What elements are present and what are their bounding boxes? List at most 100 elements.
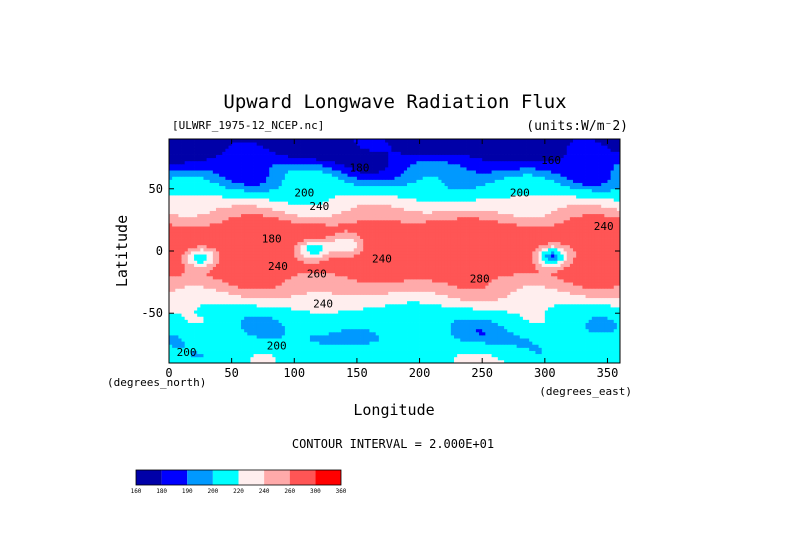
heatmap-cell bbox=[253, 331, 258, 336]
heatmap-cell bbox=[413, 275, 417, 280]
heatmap-cell bbox=[419, 303, 424, 308]
heatmap-cell bbox=[419, 266, 424, 271]
heatmap-cell bbox=[616, 294, 620, 299]
heatmap-cell bbox=[197, 328, 201, 333]
heatmap-cell bbox=[369, 313, 373, 317]
heatmap-cell bbox=[300, 310, 305, 314]
heatmap-cell bbox=[316, 279, 320, 283]
heatmap-cell bbox=[510, 322, 514, 327]
heatmap-cell bbox=[244, 319, 248, 323]
heatmap-cell bbox=[294, 335, 298, 339]
heatmap-cell bbox=[591, 266, 596, 271]
heatmap-cell bbox=[576, 353, 580, 358]
heatmap-cell bbox=[247, 322, 251, 327]
heatmap-cell bbox=[375, 325, 380, 330]
heatmap-cell bbox=[369, 328, 373, 333]
heatmap-cell bbox=[228, 356, 233, 361]
heatmap-cell bbox=[497, 257, 502, 261]
heatmap-cell bbox=[563, 263, 568, 267]
heatmap-cell bbox=[447, 291, 452, 295]
heatmap-cell bbox=[344, 316, 348, 320]
heatmap-cell bbox=[391, 335, 395, 339]
heatmap-cell bbox=[547, 303, 552, 308]
heatmap-cell bbox=[516, 350, 521, 355]
heatmap-cell bbox=[485, 338, 489, 342]
heatmap-cell bbox=[613, 291, 618, 295]
heatmap-cell bbox=[184, 266, 189, 271]
heatmap-cell bbox=[234, 285, 239, 289]
heatmap-cell bbox=[413, 291, 417, 295]
heatmap-cell bbox=[178, 325, 182, 330]
heatmap-cell bbox=[497, 263, 502, 267]
heatmap-cell bbox=[200, 319, 204, 323]
heatmap-cell bbox=[234, 257, 239, 261]
heatmap-cell bbox=[551, 282, 555, 286]
heatmap-cell bbox=[513, 279, 518, 283]
heatmap-cell bbox=[175, 269, 179, 274]
heatmap-cell bbox=[588, 266, 593, 271]
heatmap-cell bbox=[381, 335, 386, 339]
heatmap-cell bbox=[381, 319, 386, 323]
heatmap-cell bbox=[507, 285, 511, 289]
heatmap-cell bbox=[181, 338, 186, 342]
heatmap-cell bbox=[450, 316, 455, 320]
heatmap-cell bbox=[610, 350, 615, 355]
heatmap-cell bbox=[394, 344, 399, 348]
heatmap-cell bbox=[334, 254, 339, 258]
heatmap-cell bbox=[284, 297, 289, 302]
heatmap-cell bbox=[388, 272, 392, 277]
heatmap-cell bbox=[538, 353, 543, 358]
heatmap-cell bbox=[212, 257, 217, 261]
heatmap-cell bbox=[219, 279, 223, 283]
heatmap-cell bbox=[222, 275, 226, 280]
heatmap-cell bbox=[209, 313, 214, 317]
heatmap-cell bbox=[241, 341, 245, 345]
heatmap-cell bbox=[422, 303, 427, 308]
heatmap-cell bbox=[328, 297, 333, 302]
heatmap-cell bbox=[482, 310, 486, 314]
heatmap-cell bbox=[454, 288, 458, 292]
heatmap-cell bbox=[532, 313, 536, 317]
heatmap-cell bbox=[319, 291, 323, 295]
heatmap-cell bbox=[334, 310, 339, 314]
heatmap-cell bbox=[585, 359, 590, 363]
heatmap-cell bbox=[601, 328, 605, 333]
heatmap-cell bbox=[438, 254, 442, 258]
heatmap-cell bbox=[378, 310, 383, 314]
heatmap-cell bbox=[551, 344, 555, 348]
heatmap-cell bbox=[425, 291, 430, 295]
heatmap-cell bbox=[444, 291, 449, 295]
heatmap-cell bbox=[313, 316, 317, 320]
heatmap-cell bbox=[316, 328, 320, 333]
heatmap-cell bbox=[388, 328, 392, 333]
heatmap-cell bbox=[206, 350, 211, 355]
heatmap-cell bbox=[450, 313, 455, 317]
heatmap-cell bbox=[237, 275, 242, 280]
heatmap-cell bbox=[244, 275, 248, 280]
heatmap-cell bbox=[269, 269, 273, 274]
heatmap-cell bbox=[278, 310, 283, 314]
heatmap-cell bbox=[278, 331, 283, 336]
heatmap-cell bbox=[369, 344, 373, 348]
heatmap-cell bbox=[598, 257, 602, 261]
heatmap-cell bbox=[454, 341, 458, 345]
heatmap-cell bbox=[250, 254, 254, 258]
heatmap-cell bbox=[313, 263, 317, 267]
heatmap-cell bbox=[591, 263, 596, 267]
heatmap-cell bbox=[178, 260, 182, 264]
heatmap-cell bbox=[278, 303, 283, 308]
heatmap-cell bbox=[306, 254, 311, 258]
heatmap-cell bbox=[284, 266, 289, 271]
heatmap-cell bbox=[516, 285, 521, 289]
heatmap-cell bbox=[441, 260, 446, 264]
heatmap-cell bbox=[460, 260, 464, 264]
heatmap-cell bbox=[582, 313, 586, 317]
heatmap-cell bbox=[256, 328, 261, 333]
heatmap-cell bbox=[569, 347, 574, 351]
heatmap-cell bbox=[278, 275, 283, 280]
heatmap-cell bbox=[203, 319, 207, 323]
heatmap-cell bbox=[504, 344, 508, 348]
heatmap-cell bbox=[266, 353, 270, 358]
heatmap-cell bbox=[316, 272, 320, 277]
heatmap-cell bbox=[175, 275, 179, 280]
